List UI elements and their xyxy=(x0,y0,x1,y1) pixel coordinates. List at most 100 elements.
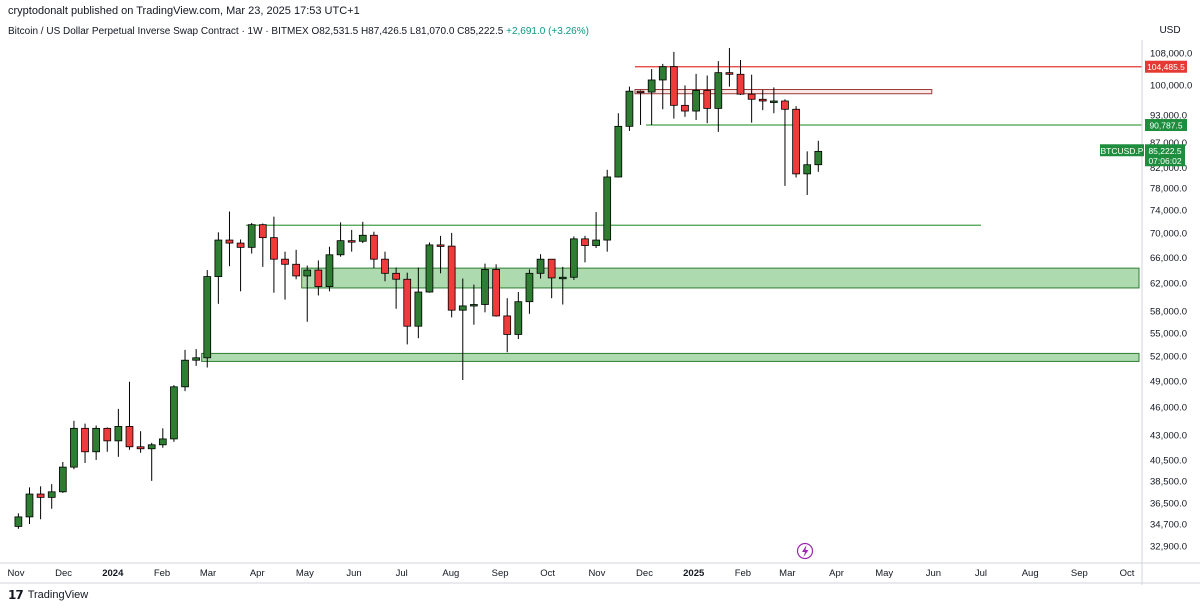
time-tick-label: Apr xyxy=(829,568,844,579)
candle-2025-03-10 xyxy=(803,151,812,195)
candle-2024-08-12 xyxy=(470,284,478,325)
candle-body xyxy=(25,493,34,518)
candle-body xyxy=(703,89,712,109)
candle-body xyxy=(770,100,778,103)
price-tick-label: 38,500.0 xyxy=(1150,476,1187,487)
zone-supply-2 xyxy=(634,89,933,95)
lightning-icon-ring xyxy=(796,542,814,560)
tradingview-footer[interactable]: 𝟭𝟳 TradingView xyxy=(8,588,88,602)
candle-2024-03-04 xyxy=(214,232,223,304)
candle-body xyxy=(747,93,756,100)
candle-2023-12-18 xyxy=(92,425,100,460)
candle-body xyxy=(792,108,800,175)
price-axis[interactable]: USD 108,000.0 100,000.0 93,000.0 87,000.0 82,… xyxy=(1141,25,1192,585)
price-tick-label: 36,500.0 xyxy=(1150,499,1187,510)
current-price-text: 85,222.5 xyxy=(1148,146,1181,156)
price-tick-label: 46,000.0 xyxy=(1150,403,1187,414)
price-tick-label: 52,000.0 xyxy=(1150,352,1187,363)
candle-2025-02-10 xyxy=(758,89,767,111)
candle-2023-12-25 xyxy=(103,427,112,452)
candle-body xyxy=(114,426,123,442)
candle-2024-05-27 xyxy=(347,229,356,252)
time-tick-label: Aug xyxy=(1022,568,1039,579)
symbol-title: Bitcoin / US Dollar Perpetual Inverse Sw… xyxy=(8,26,309,37)
candle-2023-11-20 xyxy=(47,484,56,509)
candle-2024-02-05 xyxy=(170,385,178,442)
candle-2024-04-22 xyxy=(292,249,300,280)
candle-body xyxy=(470,304,478,307)
price-tick-label: 34,700.0 xyxy=(1150,520,1187,531)
price-tick-label: 49,000.0 xyxy=(1150,376,1187,387)
candle-2024-04-08 xyxy=(270,216,278,293)
zone-demand-1 xyxy=(201,352,1140,362)
candle-body xyxy=(614,125,623,178)
candle-body xyxy=(370,234,378,260)
candle-2024-12-23 xyxy=(681,85,689,117)
candle-body xyxy=(158,438,167,446)
candle-body xyxy=(258,224,267,239)
candle-body xyxy=(647,79,656,93)
price-tick-label: 78,000.0 xyxy=(1150,183,1187,194)
time-tick-label: Jul xyxy=(975,568,987,579)
candle-body xyxy=(670,66,678,106)
candle-2024-08-26 xyxy=(492,264,500,317)
candle-body xyxy=(92,427,100,453)
candle-2024-07-01 xyxy=(403,272,412,345)
candle-2025-01-20 xyxy=(725,48,734,87)
candle-2024-09-30 xyxy=(547,258,556,299)
candle-2024-07-15 xyxy=(425,242,434,293)
candle-body xyxy=(336,240,345,256)
candle-body xyxy=(303,269,312,277)
level-price-text-support: 90,787.5 xyxy=(1149,121,1182,131)
lightning-icon-bolt xyxy=(802,545,809,557)
candle-body xyxy=(725,72,734,75)
zones-layer xyxy=(201,89,1140,362)
candle-body xyxy=(436,244,445,247)
candle-body xyxy=(358,234,367,242)
candle-body xyxy=(658,66,667,81)
open-value: O82,531.5 xyxy=(311,26,359,37)
candle-2024-10-07 xyxy=(558,266,567,305)
time-tick-label: Mar xyxy=(200,568,216,579)
candle-body xyxy=(236,242,245,248)
level-price-text-resistance: 104,485.5 xyxy=(1147,62,1185,72)
candle-2023-11-13 xyxy=(36,486,45,520)
candle-2024-12-02 xyxy=(647,69,656,125)
candle-body xyxy=(347,240,356,243)
candle-body xyxy=(581,238,589,246)
candle-2024-11-04 xyxy=(603,169,612,252)
candle-2023-12-11 xyxy=(81,423,89,463)
candle-body xyxy=(281,258,289,265)
candle-body xyxy=(425,244,434,293)
candle-2024-09-09 xyxy=(514,292,523,340)
chart-extras xyxy=(796,542,814,560)
time-tick-label: Nov xyxy=(8,568,25,579)
candle-2023-12-04 xyxy=(70,420,78,470)
candle-body xyxy=(58,466,67,493)
candle-2024-08-05 xyxy=(458,278,467,381)
candle-body xyxy=(225,239,234,244)
candle-2024-05-06 xyxy=(314,260,323,296)
time-axis[interactable]: Nov Dec 2024 Feb Mar Apr May Jun Jul Aug Sep Oct Nov… xyxy=(0,562,1200,584)
time-tick-label: Apr xyxy=(250,568,265,579)
candle-2023-11-06 xyxy=(25,487,34,524)
price-tick-label: 43,000.0 xyxy=(1150,431,1187,442)
candle-2025-03-03 xyxy=(792,106,800,178)
candle-2024-03-11 xyxy=(225,211,234,267)
price-tick-label: 87,000.0 xyxy=(1150,138,1187,149)
candle-body xyxy=(203,276,212,359)
price-tick-label: 32,900.0 xyxy=(1150,542,1187,553)
candle-body xyxy=(14,516,23,527)
candle-body xyxy=(192,357,200,361)
time-tick-label: Jun xyxy=(346,568,361,579)
candle-body xyxy=(292,263,300,277)
candle-2024-01-15 xyxy=(136,431,145,453)
candle-body xyxy=(681,104,689,112)
countdown-text: 07:06:02 xyxy=(1148,156,1181,166)
time-tick-label: Feb xyxy=(154,568,170,579)
candle-body xyxy=(803,164,812,175)
candle-body xyxy=(692,89,700,112)
candle-2024-01-29 xyxy=(158,428,167,448)
candle-body xyxy=(603,176,612,241)
